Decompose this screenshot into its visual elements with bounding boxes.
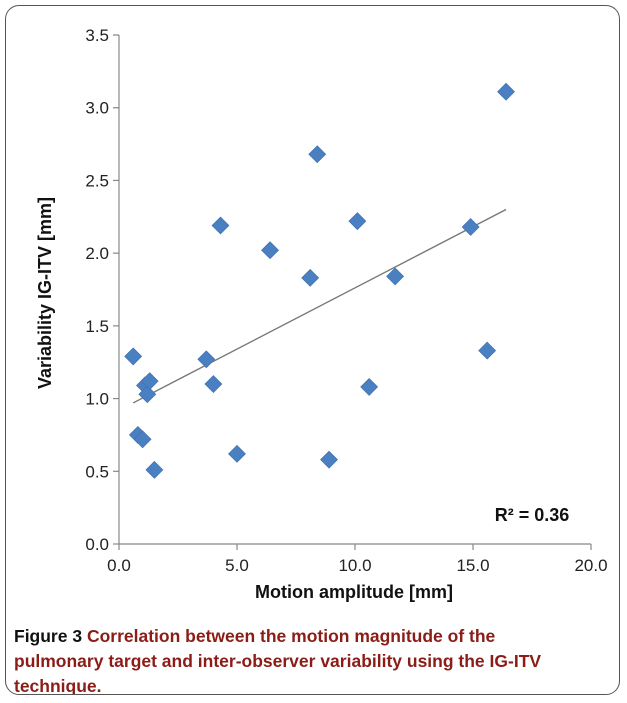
- tick-labels: 0.0 0.5 1.0 1.5 2.0 2.5 3.0 3.5 0.0 5.0 10.0 15.0 20…: [85, 26, 607, 575]
- data-point: [197, 350, 216, 369]
- figure-frame: 0.0 0.5 1.0 1.5 2.0 2.5 3.0 3.5 0.0 5.0 10.0 15.0 20…: [5, 5, 620, 695]
- y-tick-label: 0.0: [85, 535, 109, 554]
- y-tick-label: 1.5: [85, 317, 109, 336]
- r-squared-annotation: R² = 0.36: [495, 505, 570, 525]
- data-point: [386, 267, 405, 286]
- caption-text: Correlation between the motion magnitude…: [14, 626, 542, 695]
- data-point: [140, 372, 159, 391]
- x-axis-title: Motion amplitude [mm]: [255, 582, 453, 602]
- scatter-chart: 0.0 0.5 1.0 1.5 2.0 2.5 3.0 3.5 0.0 5.0 10.0 15.0 20…: [35, 26, 608, 602]
- data-point: [133, 430, 152, 449]
- x-tick-label: 20.0: [574, 556, 607, 575]
- y-tick-label: 2.0: [85, 244, 109, 263]
- data-point: [360, 378, 379, 396]
- data-point: [461, 218, 480, 236]
- x-tick-label: 15.0: [456, 556, 489, 575]
- data-point: [308, 145, 327, 164]
- x-tick-label: 5.0: [225, 556, 249, 575]
- trendline: [132, 208, 507, 404]
- data-point: [348, 212, 367, 231]
- data-point: [204, 375, 223, 393]
- figure-caption: Figure 3 Correlation between the motion …: [14, 624, 574, 695]
- data-point: [261, 241, 279, 260]
- x-tick-label: 10.0: [338, 556, 371, 575]
- data-point: [478, 341, 497, 360]
- y-tick-label: 3.0: [85, 99, 109, 118]
- data-point: [145, 460, 164, 479]
- x-tick-label: 0.0: [107, 556, 131, 575]
- data-point: [301, 268, 320, 287]
- y-tick-label: 0.5: [85, 462, 109, 481]
- axes: [113, 34, 592, 550]
- y-tick-label: 2.5: [85, 171, 109, 190]
- data-point: [228, 444, 246, 463]
- data-point: [497, 82, 515, 101]
- data-point: [211, 216, 230, 235]
- y-tick-label: 1.0: [85, 390, 109, 409]
- data-points: [124, 82, 515, 479]
- y-tick-label: 3.5: [85, 26, 109, 45]
- data-point: [320, 450, 338, 469]
- data-point: [138, 385, 157, 404]
- figure-label: Figure 3: [14, 626, 83, 646]
- data-point: [124, 347, 143, 366]
- y-axis-title: Variability IG-ITV [mm]: [35, 197, 55, 389]
